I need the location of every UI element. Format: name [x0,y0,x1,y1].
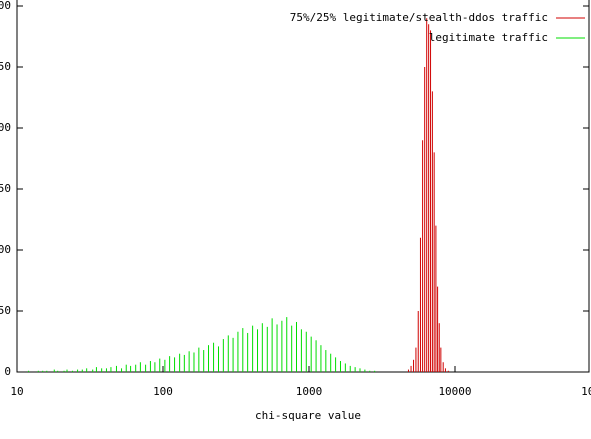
y-tick-label: 300 [0,0,11,12]
legend-label: 75%/25% legitimate/stealth-ddos traffic [290,11,548,24]
legend-label: legitimate traffic [429,31,548,44]
y-tick-label: 250 [0,60,11,73]
x-tick-label: 100000 [581,385,591,398]
plot-border [16,0,590,373]
y-tick-label: 100 [0,243,11,256]
x-tick-label: 1000 [296,385,323,398]
y-tick-label: 50 [0,304,11,317]
x-tick-label: 10 [10,385,23,398]
x-tick-label: 10000 [438,385,471,398]
x-axis-label: chi-square value [255,409,361,422]
y-tick-label: 0 [4,365,11,378]
y-tick-label: 150 [0,182,11,195]
y-tick-label: 200 [0,121,11,134]
x-tick-label: 100 [153,385,173,398]
